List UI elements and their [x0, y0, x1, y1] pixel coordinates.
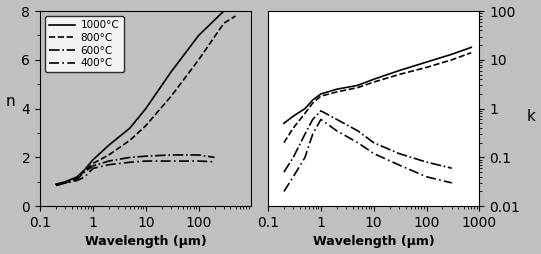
- 1000°C: [82, 168, 88, 171]
- 400°C: [127, 161, 133, 164]
- 600°C: [82, 170, 88, 173]
- 800°C: [105, 153, 112, 156]
- 800°C: [74, 177, 80, 180]
- Y-axis label: k: k: [526, 109, 536, 124]
- 1000°C: [62, 180, 69, 183]
- 800°C: [52, 184, 59, 187]
- 800°C: [168, 95, 174, 98]
- 600°C: [62, 181, 69, 184]
- 1000°C: [74, 175, 80, 178]
- Legend: 1000°C, 800°C, 600°C, 400°C: 1000°C, 800°C, 600°C, 400°C: [45, 16, 123, 72]
- 800°C: [82, 169, 88, 172]
- Line: 1000°C: 1000°C: [56, 6, 235, 184]
- 800°C: [142, 124, 149, 127]
- 800°C: [195, 58, 202, 61]
- 400°C: [52, 183, 59, 186]
- 600°C: [168, 153, 174, 156]
- 1000°C: [221, 10, 227, 13]
- 800°C: [90, 162, 96, 165]
- X-axis label: Wavelength (μm): Wavelength (μm): [85, 235, 207, 248]
- 800°C: [127, 139, 133, 142]
- 1000°C: [232, 5, 239, 8]
- 600°C: [52, 184, 59, 187]
- 400°C: [74, 179, 80, 182]
- 1000°C: [142, 107, 149, 110]
- X-axis label: Wavelength (μm): Wavelength (μm): [313, 235, 434, 248]
- 1000°C: [168, 71, 174, 74]
- 1000°C: [105, 144, 112, 147]
- 400°C: [168, 160, 174, 163]
- Line: 600°C: 600°C: [56, 155, 215, 185]
- 1000°C: [195, 34, 202, 37]
- Y-axis label: n: n: [5, 94, 15, 109]
- 400°C: [62, 181, 69, 184]
- 800°C: [221, 22, 227, 25]
- 400°C: [142, 160, 149, 163]
- 600°C: [195, 153, 202, 156]
- 1000°C: [90, 158, 96, 161]
- 600°C: [74, 178, 80, 181]
- Line: 400°C: 400°C: [56, 161, 215, 184]
- 800°C: [62, 181, 69, 184]
- 600°C: [142, 155, 149, 158]
- 600°C: [90, 164, 96, 167]
- 400°C: [212, 160, 218, 163]
- 400°C: [82, 175, 88, 178]
- 400°C: [90, 167, 96, 170]
- 800°C: [232, 14, 239, 18]
- 400°C: [105, 163, 112, 166]
- 600°C: [212, 156, 218, 159]
- 600°C: [105, 160, 112, 163]
- 400°C: [195, 160, 202, 163]
- 600°C: [127, 156, 133, 159]
- 1000°C: [52, 183, 59, 186]
- 1000°C: [127, 126, 133, 130]
- Line: 800°C: 800°C: [56, 16, 235, 185]
